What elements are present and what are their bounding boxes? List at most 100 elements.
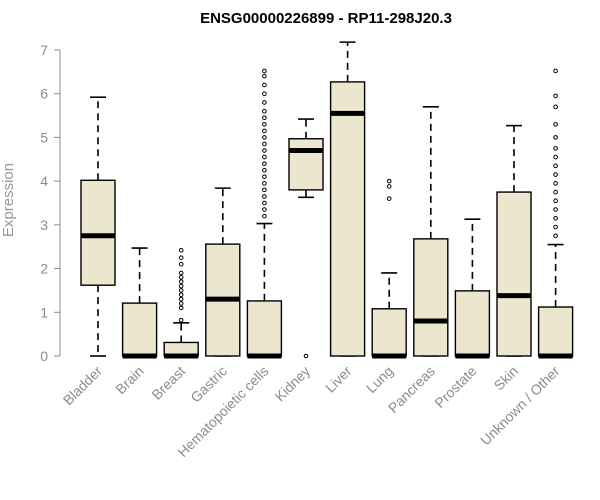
outlier-point [262,68,267,74]
outlier-point [262,108,267,114]
category-label: Unknown / Other [477,363,563,449]
outlier-point [262,194,267,199]
outlier-point [262,200,267,206]
y-tick-label: 5 [40,129,48,145]
box-body [80,179,116,286]
outlier-point [553,181,558,186]
outlier-point [553,233,558,239]
boxes [80,41,574,359]
y-tick-label: 6 [40,86,48,102]
outlier-point [553,224,558,230]
category-label: Breast [148,363,188,403]
outlier-point [178,275,184,280]
outlier-point [553,172,558,177]
y-tick-label: 0 [40,348,48,364]
outlier-point [553,216,558,221]
box-group [246,68,283,359]
box-group [121,247,158,359]
outlier-point [262,115,267,121]
y-tick-label: 1 [40,304,48,320]
category-label: Skin [491,363,522,394]
outlier-point [178,292,184,298]
box-body [329,81,366,357]
outlier-point [178,255,184,260]
outlier-point [303,353,309,359]
chart-title: ENSG00000226899 - RP11-298J20.3 [200,10,452,27]
outlier-point [553,135,558,140]
outlier-point [553,154,558,160]
outlier-point [262,122,267,127]
box-body [288,138,324,191]
box-body [413,238,449,357]
outlier-point [262,128,267,134]
outlier-point [386,178,392,184]
box-group [496,124,532,357]
outlier-point [262,148,267,153]
y-tick-label: 7 [40,42,48,58]
outlier-point [262,187,267,193]
outlier-point [386,196,392,201]
y-axis-label: Expression [0,163,17,237]
box-group [329,41,366,357]
category-label: Kidney [272,363,314,405]
outlier-point [178,301,184,306]
outlier-point [262,154,267,160]
box-group [371,178,407,359]
outlier-point [553,163,558,169]
outlier-point [262,161,267,166]
outlier-point [553,146,558,151]
outlier-point [178,261,184,267]
outlier-point [553,68,558,74]
outlier-point [178,317,184,323]
category-label: Bladder [60,363,106,409]
outlier-point [178,305,184,311]
outlier-point [262,174,267,180]
box-group [205,187,241,357]
outlier-point [553,207,558,212]
category-label: Lung [363,363,396,396]
outlier-point [262,207,267,212]
box-body [371,308,407,357]
box-group [288,118,324,359]
outlier-point [553,104,558,110]
outlier-point [178,247,184,253]
outlier-point [178,279,184,284]
outlier-point [262,135,267,140]
category-label: Brain [112,363,146,397]
outlier-point [178,270,184,276]
box-body [246,300,283,357]
category-label: Liver [322,363,355,396]
outlier-point [553,122,558,127]
box-group [413,106,449,357]
box-body [496,191,532,357]
y-axis: 0 1 2 3 4 5 6 7 [40,42,61,364]
outlier-point [553,198,558,204]
outlier-point [553,189,558,195]
outlier-point [262,100,267,105]
box-body [121,302,158,357]
box-group [163,247,199,359]
outlier-point [262,73,267,79]
outlier-point [178,296,184,302]
box-group [537,68,574,359]
y-tick-label: 3 [40,217,48,233]
y-tick-label: 2 [40,261,48,277]
outlier-point [262,91,267,97]
outlier-point [386,184,392,189]
box-group [454,218,491,359]
box-group [80,96,116,357]
y-tick-label: 4 [40,173,48,189]
box-body [537,306,574,357]
outlier-point [262,213,267,219]
category-label: Prostate [431,363,479,411]
outlier-point [262,82,267,88]
outlier-point [178,283,184,289]
outlier-point [262,141,267,147]
outlier-point [262,167,267,173]
outlier-point [178,288,184,293]
box-body [454,290,491,357]
outlier-point [553,93,558,99]
outlier-point [262,181,267,186]
